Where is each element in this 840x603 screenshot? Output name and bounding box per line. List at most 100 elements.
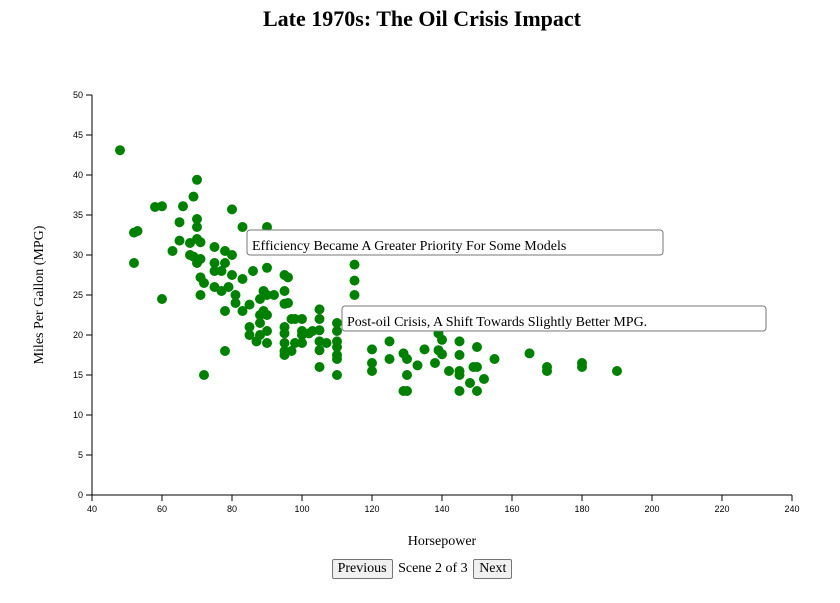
data-point[interactable]: [472, 362, 482, 372]
data-point[interactable]: [454, 350, 465, 360]
data-point[interactable]: [314, 325, 325, 336]
data-point[interactable]: [220, 258, 230, 268]
data-point[interactable]: [314, 345, 325, 356]
data-point[interactable]: [283, 298, 293, 308]
data-point[interactable]: [192, 174, 202, 185]
data-point[interactable]: [209, 266, 220, 276]
data-point[interactable]: [314, 362, 325, 372]
data-point[interactable]: [402, 370, 412, 380]
data-point[interactable]: [419, 344, 430, 355]
data-point[interactable]: [244, 322, 255, 332]
data-point[interactable]: [209, 258, 220, 268]
data-point[interactable]: [349, 290, 360, 300]
data-point[interactable]: [612, 366, 622, 376]
data-point[interactable]: [195, 290, 206, 300]
data-point[interactable]: [227, 250, 237, 260]
data-point[interactable]: [437, 349, 447, 360]
data-point[interactable]: [220, 346, 230, 356]
data-point[interactable]: [237, 274, 248, 284]
data-point[interactable]: [237, 306, 248, 316]
data-point[interactable]: [129, 258, 139, 268]
data-point[interactable]: [384, 336, 395, 347]
data-point[interactable]: [157, 294, 167, 304]
data-point[interactable]: [244, 330, 255, 340]
data-point[interactable]: [269, 290, 279, 300]
data-point[interactable]: [115, 145, 125, 156]
data-point[interactable]: [472, 386, 482, 396]
data-point[interactable]: [192, 222, 202, 232]
y-axis-label: Miles Per Gallon (MPG): [32, 225, 47, 364]
data-point[interactable]: [244, 299, 255, 310]
data-point[interactable]: [132, 226, 143, 236]
data-point[interactable]: [384, 354, 395, 364]
data-point[interactable]: [314, 304, 325, 315]
data-point[interactable]: [223, 282, 234, 292]
data-point[interactable]: [262, 338, 272, 348]
data-point[interactable]: [227, 270, 237, 280]
data-point[interactable]: [220, 306, 230, 316]
next-button[interactable]: Next: [473, 559, 513, 579]
data-point[interactable]: [230, 290, 241, 300]
data-point[interactable]: [367, 358, 377, 368]
data-point[interactable]: [437, 334, 447, 345]
data-point[interactable]: [524, 348, 535, 359]
data-point[interactable]: [195, 237, 206, 248]
data-point[interactable]: [216, 266, 227, 276]
data-point[interactable]: [279, 328, 290, 339]
data-point[interactable]: [577, 362, 587, 372]
data-point[interactable]: [174, 217, 185, 228]
data-point[interactable]: [349, 275, 360, 286]
data-point[interactable]: [349, 259, 360, 270]
data-point[interactable]: [412, 360, 423, 371]
data-point[interactable]: [454, 370, 465, 380]
data-point[interactable]: [167, 246, 178, 256]
data-point[interactable]: [332, 326, 342, 336]
data-point[interactable]: [237, 222, 248, 232]
data-point[interactable]: [479, 374, 489, 384]
data-point[interactable]: [367, 366, 377, 376]
data-point[interactable]: [192, 214, 202, 224]
data-point[interactable]: [262, 262, 272, 273]
data-point[interactable]: [402, 386, 412, 396]
data-point[interactable]: [157, 201, 167, 212]
data-point[interactable]: [227, 204, 237, 215]
data-point[interactable]: [332, 370, 342, 380]
data-point[interactable]: [195, 254, 206, 264]
data-point[interactable]: [188, 191, 199, 202]
data-point[interactable]: [255, 318, 265, 328]
data-point[interactable]: [174, 235, 185, 246]
data-point[interactable]: [444, 366, 454, 376]
data-point[interactable]: [489, 354, 500, 364]
data-point[interactable]: [314, 314, 325, 324]
previous-button[interactable]: Previous: [331, 559, 393, 579]
data-point[interactable]: [454, 386, 465, 396]
data-point[interactable]: [290, 314, 300, 324]
data-point[interactable]: [472, 342, 482, 352]
data-point[interactable]: [332, 342, 342, 352]
data-point[interactable]: [367, 344, 377, 355]
data-point[interactable]: [199, 278, 209, 288]
data-point[interactable]: [279, 286, 290, 296]
data-point[interactable]: [465, 378, 475, 388]
data-point[interactable]: [332, 354, 342, 364]
data-point[interactable]: [297, 314, 307, 324]
data-point[interactable]: [321, 338, 332, 348]
data-point[interactable]: [297, 338, 307, 348]
data-point[interactable]: [332, 318, 342, 328]
data-point[interactable]: [262, 290, 272, 300]
data-point[interactable]: [230, 298, 241, 308]
data-point[interactable]: [542, 366, 552, 376]
data-point[interactable]: [454, 336, 465, 347]
data-point[interactable]: [199, 370, 209, 380]
data-point[interactable]: [290, 338, 300, 348]
data-point[interactable]: [402, 354, 412, 364]
data-point[interactable]: [262, 326, 272, 336]
data-point[interactable]: [279, 338, 290, 348]
data-point[interactable]: [286, 346, 297, 356]
data-point[interactable]: [248, 266, 258, 276]
data-point[interactable]: [262, 310, 272, 320]
data-point[interactable]: [283, 272, 293, 283]
data-point[interactable]: [430, 358, 440, 368]
data-point[interactable]: [209, 242, 220, 252]
data-point[interactable]: [178, 201, 188, 212]
